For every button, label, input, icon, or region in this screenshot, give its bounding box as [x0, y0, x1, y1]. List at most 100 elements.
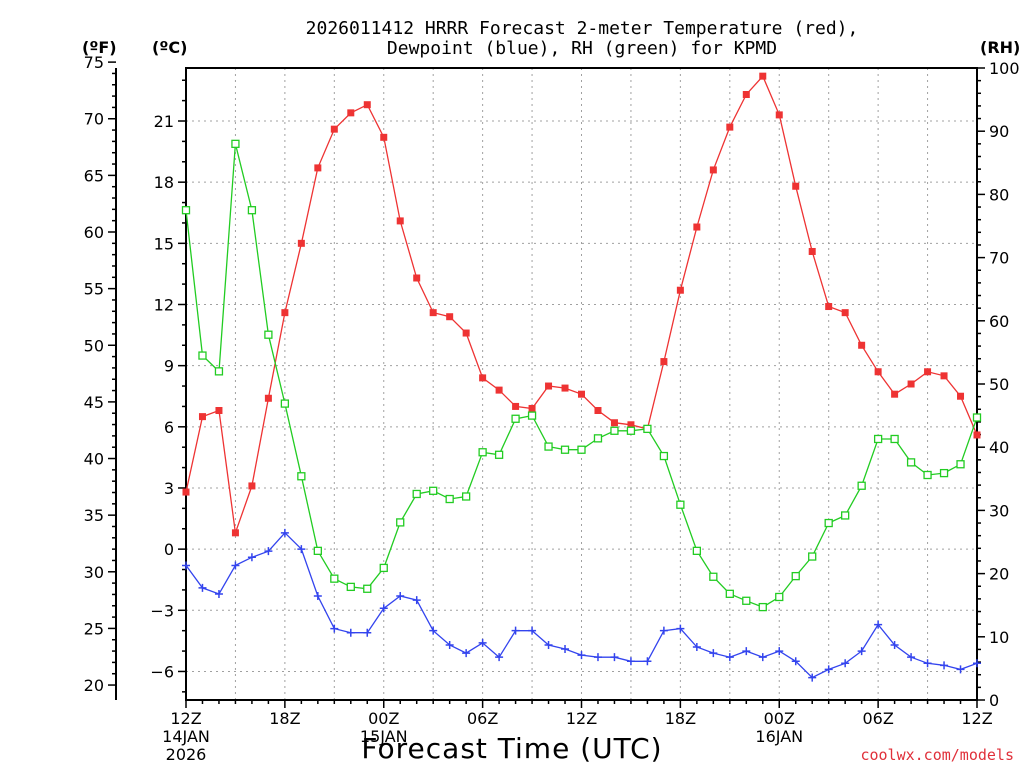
dewpoint-point — [775, 647, 784, 656]
rh-point — [758, 602, 767, 612]
dewpoint-point — [231, 561, 240, 570]
x-tick-label: 12Z — [170, 709, 201, 728]
rh-point — [610, 426, 619, 435]
rh-point — [445, 494, 454, 504]
fahrenheit-tick-label: 75 — [84, 53, 104, 72]
temperature-point — [446, 313, 454, 321]
temperature-point — [940, 372, 948, 380]
dewpoint-point — [874, 620, 883, 629]
gridlines — [186, 68, 977, 700]
rh-point — [824, 518, 833, 528]
dewpoint-point — [692, 642, 701, 651]
fahrenheit-tick-label: 65 — [84, 166, 104, 185]
x-tick-label: 14JAN — [162, 727, 210, 746]
dewpoint-point — [940, 661, 949, 670]
celsius-unit-label: (ºC) — [152, 38, 187, 57]
rh-point — [231, 139, 240, 148]
celsius-tick-label: −3 — [150, 601, 174, 620]
dewpoint-point — [808, 673, 817, 682]
temperature-point — [297, 239, 305, 247]
rh-point — [494, 450, 504, 459]
x-tick-label: 12Z — [566, 709, 597, 728]
rh-point — [478, 448, 487, 457]
rh-point — [972, 413, 982, 422]
dewpoint-point — [297, 545, 306, 554]
fahrenheit-tick-label: 25 — [84, 619, 104, 638]
rh-point — [956, 460, 965, 469]
dewpoint-point — [857, 647, 866, 656]
temperature-point — [742, 91, 750, 99]
dewpoint-point — [264, 547, 273, 556]
fahrenheit-tick-label: 30 — [84, 563, 104, 582]
fahrenheit-tick-label: 60 — [84, 223, 104, 242]
dewpoint-point — [610, 653, 619, 662]
dewpoint-point — [577, 651, 586, 660]
temperature-point — [281, 309, 289, 317]
dewpoint-point — [561, 645, 570, 654]
dewpoint-point — [445, 640, 454, 649]
fahrenheit-unit-label: (ºF) — [82, 38, 117, 57]
temperature-point — [726, 123, 734, 131]
rh-tick-label: 10 — [989, 628, 1009, 647]
rh-point — [527, 411, 537, 420]
rh-point — [873, 434, 883, 444]
temperature-point — [891, 390, 899, 398]
celsius-tick-label: 18 — [154, 173, 174, 192]
temperature-point — [396, 217, 404, 225]
rh-tick-label: 90 — [989, 122, 1009, 141]
dewpoint-point — [528, 626, 537, 635]
celsius-tick-label: 0 — [164, 540, 174, 559]
rh-point — [676, 500, 685, 509]
rh-tick-label: 50 — [989, 375, 1009, 394]
temperature-point — [775, 111, 783, 119]
rh-point — [412, 489, 421, 499]
temperature-point — [957, 392, 965, 400]
fahrenheit-tick-label: 45 — [84, 393, 104, 412]
temperature-point — [627, 421, 635, 429]
temperature-point — [858, 341, 866, 349]
x-tick-label: 2026 — [166, 745, 207, 764]
temperature-point — [413, 274, 421, 282]
rh-tick-label: 80 — [989, 185, 1009, 204]
temperature-point — [709, 166, 717, 174]
rh-point — [461, 492, 471, 501]
rh-point — [643, 424, 652, 434]
rh-point — [379, 563, 388, 573]
dewpoint-point — [330, 624, 339, 633]
temperature-point — [660, 358, 668, 366]
dewpoint-point — [429, 626, 438, 635]
rh-point — [725, 589, 734, 598]
rh-tick-label: 30 — [989, 501, 1009, 520]
dewpoint-point — [247, 553, 256, 562]
axes: 20 25 30 35 40 45 50 55 60 65 70 75 −6 −3 0 3 6 9 12 15 18 21… — [84, 53, 1020, 710]
dewpoint-point — [643, 657, 652, 666]
rh-point — [939, 468, 949, 478]
rh-point — [692, 546, 702, 555]
rh-point — [906, 458, 916, 467]
celsius-tick-label: 21 — [154, 112, 174, 131]
temperature-point — [924, 368, 932, 376]
dewpoint-point — [676, 624, 685, 633]
temperature-point — [594, 407, 602, 415]
rh-tick-label: 60 — [989, 312, 1009, 331]
temperature-point — [198, 413, 206, 421]
dewpoint-point — [824, 665, 833, 674]
dewpoint-point — [742, 647, 751, 656]
dewpoint-point — [626, 657, 635, 666]
celsius-tick-label: 3 — [164, 479, 174, 498]
dewpoint-point — [791, 657, 800, 666]
rh-point — [560, 445, 570, 454]
dewpoint-point — [214, 589, 223, 598]
rh-point — [181, 206, 191, 215]
dewpoint-point — [379, 604, 388, 613]
rh-point — [198, 351, 207, 360]
rh-tick-label: 0 — [989, 691, 999, 710]
temperature-point — [479, 374, 487, 382]
dewpoint-point — [462, 649, 471, 658]
dewpoint-point — [593, 653, 602, 662]
fahrenheit-tick-label: 55 — [84, 280, 104, 299]
series-layer — [181, 72, 982, 682]
dewpoint-point — [709, 649, 718, 658]
rh-unit-label: (RH) — [980, 38, 1020, 57]
